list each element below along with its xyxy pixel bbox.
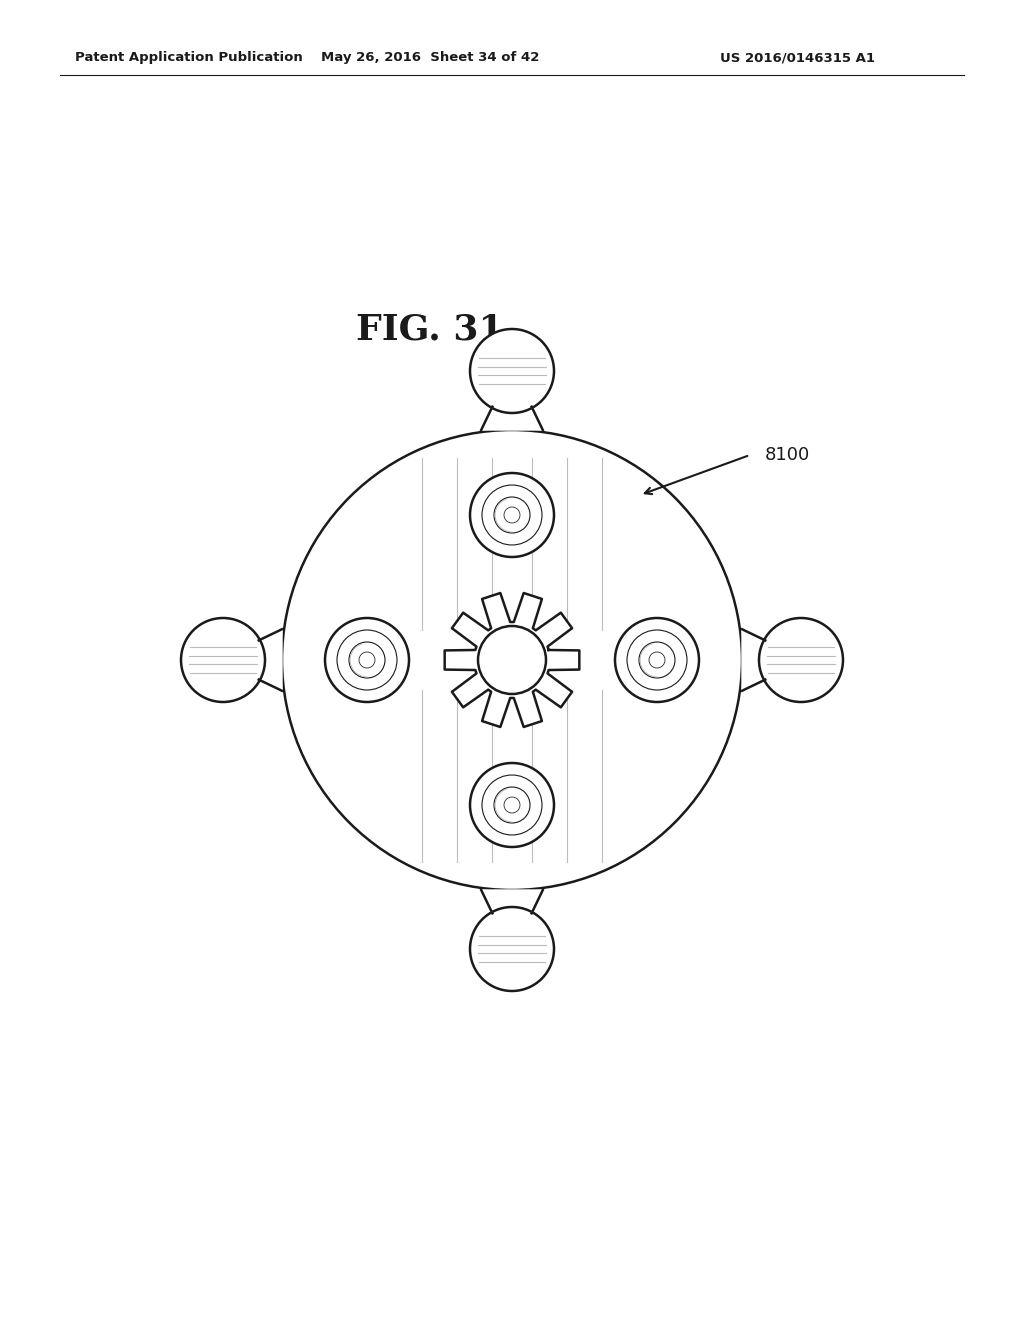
Circle shape [337,630,397,690]
Circle shape [325,618,409,702]
Circle shape [181,618,265,702]
Circle shape [470,473,554,557]
Circle shape [759,618,843,702]
Circle shape [494,787,530,822]
Circle shape [470,907,554,991]
Polygon shape [481,890,543,913]
Circle shape [494,498,530,533]
Circle shape [478,626,546,694]
Circle shape [649,652,665,668]
Circle shape [504,507,520,523]
Text: 8100: 8100 [765,446,810,465]
Circle shape [639,642,675,678]
Circle shape [504,797,520,813]
Text: US 2016/0146315 A1: US 2016/0146315 A1 [720,51,874,65]
Polygon shape [481,407,543,430]
Circle shape [470,763,554,847]
Circle shape [349,642,385,678]
Polygon shape [742,630,765,690]
Circle shape [359,652,375,668]
Circle shape [482,775,542,836]
Polygon shape [259,630,282,690]
Circle shape [282,430,742,890]
Circle shape [470,329,554,413]
Circle shape [627,630,687,690]
Text: FIG. 31: FIG. 31 [356,313,504,347]
Polygon shape [444,593,580,727]
Circle shape [482,484,542,545]
Circle shape [615,618,699,702]
Text: May 26, 2016  Sheet 34 of 42: May 26, 2016 Sheet 34 of 42 [321,51,540,65]
Text: Patent Application Publication: Patent Application Publication [75,51,303,65]
